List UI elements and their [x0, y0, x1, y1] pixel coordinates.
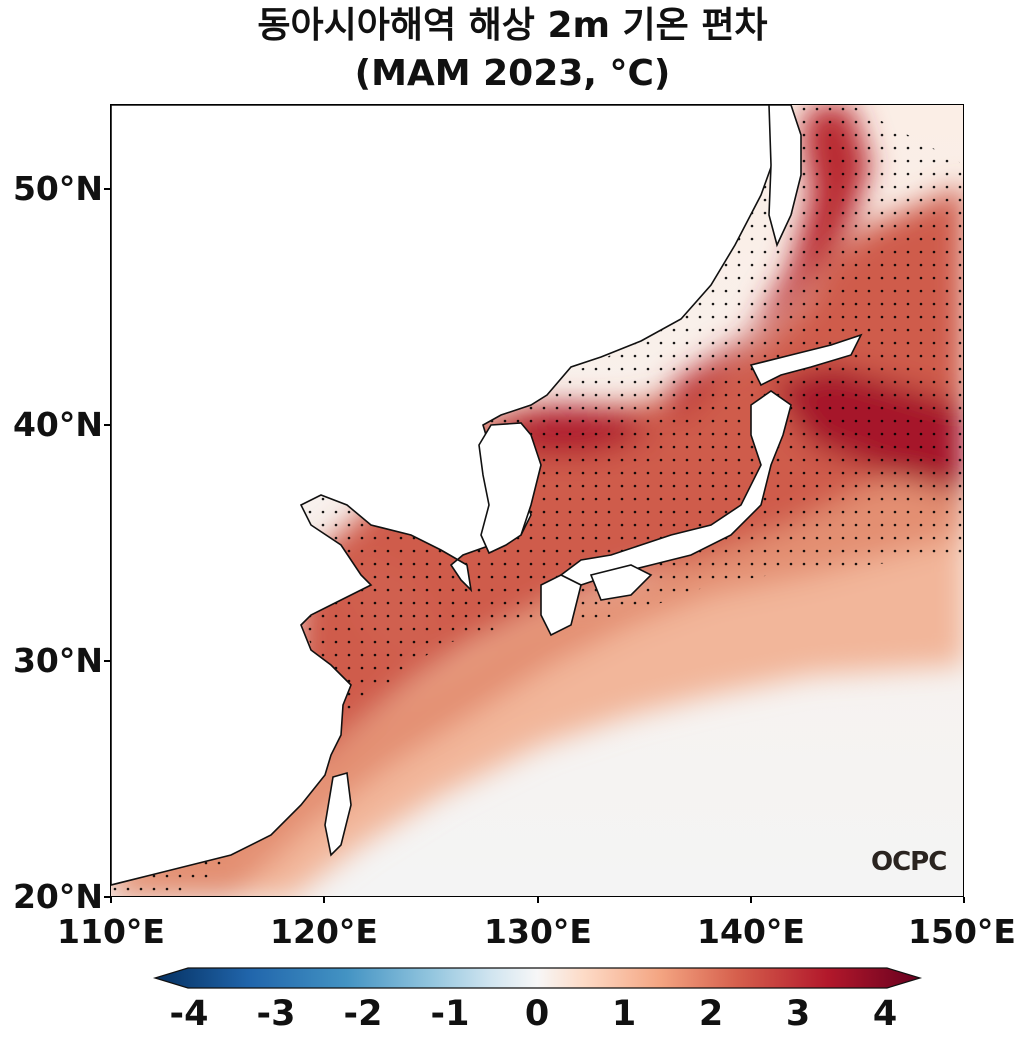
- lon-tickmark: [963, 897, 965, 903]
- colorbar-tick-label: 4: [872, 994, 898, 1034]
- colorbar-tick-label: -3: [256, 994, 296, 1034]
- colorbar-tick-label: 0: [524, 994, 550, 1034]
- lon-tickmark: [537, 897, 539, 903]
- lon-tickmark: [323, 897, 325, 903]
- colorbar-tick-label: 3: [785, 994, 811, 1034]
- lat-tickmark: [104, 660, 110, 662]
- lat-tickmark: [104, 188, 110, 190]
- lon-tickmark: [750, 897, 752, 903]
- lat-tick-label: 40°N: [12, 405, 103, 444]
- colorbar-tick-label: -4: [169, 994, 209, 1034]
- colorbar: [152, 967, 923, 989]
- lon-tick-label: 120°E: [270, 912, 378, 951]
- map-title: 동아시아해역 해상 2m 기온 편차: [257, 5, 768, 46]
- lat-tick-label: 30°N: [12, 641, 103, 680]
- colorbar-tick-label: -1: [430, 994, 470, 1034]
- lat-tick-label: 20°N: [12, 877, 103, 916]
- lat-tickmark: [104, 424, 110, 426]
- lon-tickmark: [110, 897, 112, 903]
- map-subtitle: (MAM 2023, °C): [354, 53, 671, 94]
- lat-tickmark: [104, 896, 110, 898]
- lon-tick-label: 150°E: [908, 912, 1016, 951]
- lon-tick-label: 130°E: [484, 912, 592, 951]
- colorbar-tick-label: 1: [611, 994, 637, 1034]
- anomaly-field: [111, 105, 963, 896]
- lon-tick-label: 140°E: [697, 912, 805, 951]
- land-mask: [111, 105, 863, 886]
- lat-tick-label: 50°N: [12, 169, 103, 208]
- map-panel: OCPC: [110, 104, 964, 897]
- colorbar-tick-label: -2: [343, 994, 383, 1034]
- colorbar-tick-label: 2: [698, 994, 724, 1034]
- ocpc-logo: OCPC: [871, 847, 947, 877]
- lon-tick-label: 110°E: [57, 912, 165, 951]
